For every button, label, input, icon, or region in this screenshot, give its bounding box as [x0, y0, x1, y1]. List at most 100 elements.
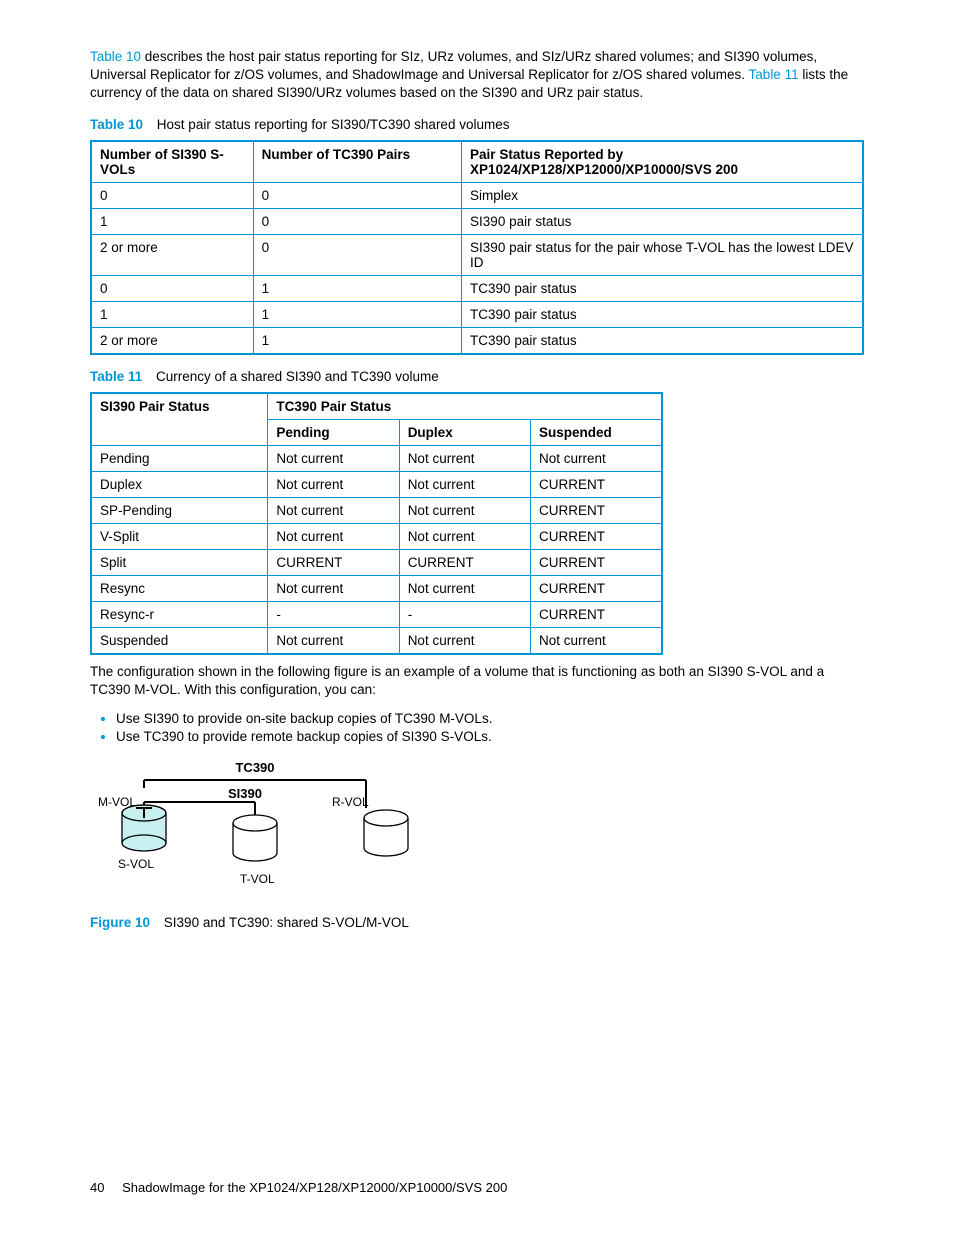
table-row: 2 or more0SI390 pair status for the pair…	[91, 234, 863, 275]
table-cell: Not current	[530, 445, 661, 471]
intro-paragraph: Table 10 describes the host pair status …	[90, 48, 864, 103]
table-row: ResyncNot currentNot currentCURRENT	[91, 575, 662, 601]
table-row: Resync-r--CURRENT	[91, 601, 662, 627]
table-cell: Not current	[399, 445, 530, 471]
table-cell: Simplex	[462, 182, 863, 208]
table-cell: 1	[253, 301, 461, 327]
table-10-label: Table 10	[90, 117, 143, 132]
footer-title: ShadowImage for the XP1024/XP128/XP12000…	[122, 1180, 507, 1195]
table-row: SP-PendingNot currentNot currentCURRENT	[91, 497, 662, 523]
table-row: PendingNot currentNot currentNot current	[91, 445, 662, 471]
table-cell: Not current	[399, 575, 530, 601]
table-cell: Not current	[268, 575, 399, 601]
link-table-10[interactable]: Table 10	[90, 49, 141, 64]
table-row: SI390 Pair Status TC390 Pair Status	[91, 393, 662, 420]
table-10: Number of SI390 S-VOLs Number of TC390 P…	[90, 140, 864, 355]
table-cell: Resync-r	[91, 601, 268, 627]
table-row: 00Simplex	[91, 182, 863, 208]
table-row: DuplexNot currentNot currentCURRENT	[91, 471, 662, 497]
intro-text-a: describes the host pair status reporting…	[90, 49, 817, 82]
table-cell: 2 or more	[91, 327, 253, 354]
table-cell: CURRENT	[530, 601, 661, 627]
table-cell: Duplex	[91, 471, 268, 497]
table-cell: 1	[253, 327, 461, 354]
figure-10-svg: TC390 SI390 M-VOL S-VOL	[90, 758, 420, 898]
table-cell: CURRENT	[530, 549, 661, 575]
table-row: SuspendedNot currentNot currentNot curre…	[91, 627, 662, 654]
table-cell: Not current	[268, 445, 399, 471]
table-cell: 0	[91, 182, 253, 208]
table-cell: Not current	[399, 523, 530, 549]
table-cell: -	[399, 601, 530, 627]
table-subheader: Suspended	[530, 419, 661, 445]
page-number: 40	[90, 1180, 104, 1195]
table-subheader: Pending	[268, 419, 399, 445]
figure-label-tc390: TC390	[235, 760, 274, 775]
table-row: SplitCURRENTCURRENTCURRENT	[91, 549, 662, 575]
table-cell: Not current	[399, 627, 530, 654]
table-cell: CURRENT	[530, 575, 661, 601]
figure-10-caption: Figure 10 SI390 and TC390: shared S-VOL/…	[90, 915, 864, 930]
list-item: Use SI390 to provide on-site backup copi…	[116, 711, 864, 726]
link-table-11[interactable]: Table 11	[749, 67, 799, 82]
table-header: Number of SI390 S-VOLs	[91, 141, 253, 183]
figure-label-rvol: R-VOL	[332, 795, 369, 809]
bullet-list: Use SI390 to provide on-site backup copi…	[90, 711, 864, 744]
table-cell: 0	[253, 234, 461, 275]
page-container: Table 10 describes the host pair status …	[0, 0, 954, 1235]
table-cell: CURRENT	[530, 523, 661, 549]
figure-10-caption-text: SI390 and TC390: shared S-VOL/M-VOL	[164, 915, 409, 930]
table-cell: 0	[253, 208, 461, 234]
table-cell: SP-Pending	[91, 497, 268, 523]
table-cell: CURRENT	[399, 549, 530, 575]
table-cell: CURRENT	[530, 471, 661, 497]
table-header: SI390 Pair Status	[91, 393, 268, 446]
table-10-caption-text: Host pair status reporting for SI390/TC3…	[157, 117, 510, 132]
figure-label-si390: SI390	[228, 786, 262, 801]
table-row: 2 or more1TC390 pair status	[91, 327, 863, 354]
table-cell: Split	[91, 549, 268, 575]
table-11: SI390 Pair Status TC390 Pair Status Pend…	[90, 392, 663, 655]
table-cell: -	[268, 601, 399, 627]
table-cell: Not current	[530, 627, 661, 654]
figure-10: TC390 SI390 M-VOL S-VOL	[90, 758, 864, 901]
page-footer: 40 ShadowImage for the XP1024/XP128/XP12…	[90, 1180, 507, 1195]
table-cell: Suspended	[91, 627, 268, 654]
table-header: Pair Status Reported by XP1024/XP128/XP1…	[462, 141, 863, 183]
table-row: V-SplitNot currentNot currentCURRENT	[91, 523, 662, 549]
table-11-caption: Table 11 Currency of a shared SI390 and …	[90, 369, 864, 384]
table-cell: TC390 pair status	[462, 301, 863, 327]
table-subheader: Duplex	[399, 419, 530, 445]
table-11-caption-text: Currency of a shared SI390 and TC390 vol…	[156, 369, 439, 384]
table-cell: Not current	[399, 471, 530, 497]
table-cell: 2 or more	[91, 234, 253, 275]
table-row: Number of SI390 S-VOLs Number of TC390 P…	[91, 141, 863, 183]
table-cell: Not current	[268, 523, 399, 549]
table-cell: Not current	[268, 627, 399, 654]
table-cell: Pending	[91, 445, 268, 471]
figure-label-tvol: T-VOL	[240, 872, 275, 886]
table-cell: V-Split	[91, 523, 268, 549]
table-row: 10SI390 pair status	[91, 208, 863, 234]
table-cell: TC390 pair status	[462, 327, 863, 354]
table-cell: 1	[253, 275, 461, 301]
table-header: TC390 Pair Status	[268, 393, 662, 420]
table-cell: CURRENT	[268, 549, 399, 575]
table-cell: 1	[91, 208, 253, 234]
table-cell: Not current	[268, 471, 399, 497]
figure-10-label: Figure 10	[90, 915, 150, 930]
table-10-caption: Table 10 Host pair status reporting for …	[90, 117, 864, 132]
table-cell: Not current	[399, 497, 530, 523]
table-cell: 1	[91, 301, 253, 327]
table-cell: TC390 pair status	[462, 275, 863, 301]
figure-label-svol: S-VOL	[118, 857, 154, 871]
list-item: Use TC390 to provide remote backup copie…	[116, 729, 864, 744]
table-cell: 0	[253, 182, 461, 208]
table-row: 01TC390 pair status	[91, 275, 863, 301]
table-row: 11TC390 pair status	[91, 301, 863, 327]
table-cell: 0	[91, 275, 253, 301]
table-cell: SI390 pair status for the pair whose T-V…	[462, 234, 863, 275]
table-header: Number of TC390 Pairs	[253, 141, 461, 183]
table-cell: Not current	[268, 497, 399, 523]
table-cell: CURRENT	[530, 497, 661, 523]
